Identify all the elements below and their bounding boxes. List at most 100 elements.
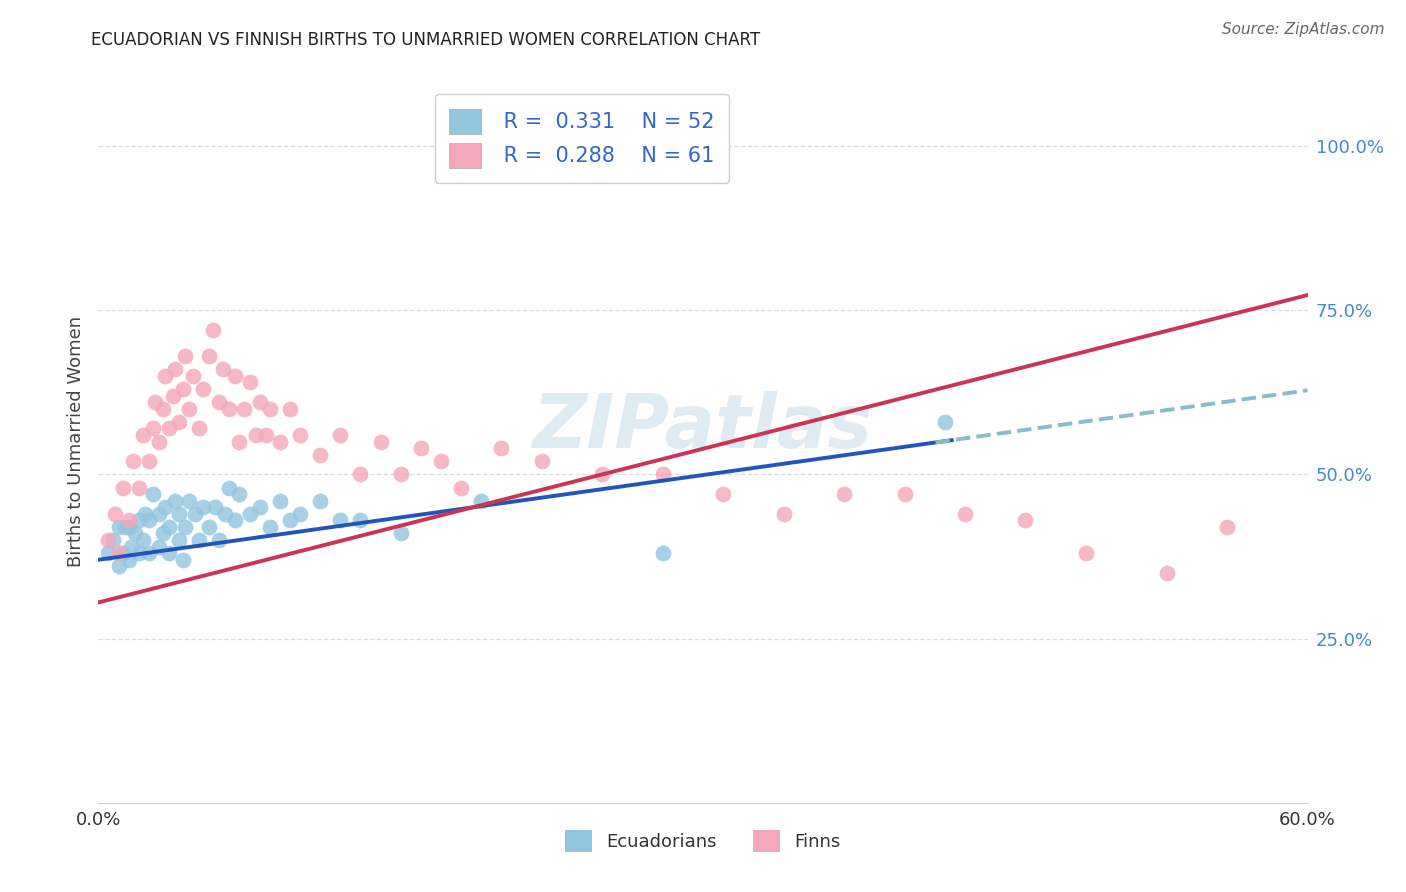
Point bbox=[184, 507, 207, 521]
Point bbox=[934, 415, 956, 429]
Point bbox=[111, 546, 134, 560]
Point bbox=[118, 513, 141, 527]
Point bbox=[254, 428, 277, 442]
Point bbox=[491, 441, 513, 455]
Point bbox=[329, 428, 352, 442]
Point bbox=[167, 533, 190, 547]
Point bbox=[120, 540, 142, 554]
Point bbox=[389, 526, 412, 541]
Legend: Ecuadorians, Finns: Ecuadorians, Finns bbox=[558, 822, 848, 859]
Point bbox=[349, 467, 371, 482]
Point bbox=[188, 421, 211, 435]
Point bbox=[1216, 520, 1239, 534]
Point bbox=[1156, 566, 1178, 580]
Point bbox=[114, 520, 136, 534]
Point bbox=[309, 493, 332, 508]
Point bbox=[138, 513, 160, 527]
Point bbox=[148, 540, 170, 554]
Point bbox=[224, 368, 246, 383]
Point bbox=[832, 487, 855, 501]
Point bbox=[450, 481, 472, 495]
Point bbox=[179, 493, 201, 508]
Point bbox=[101, 533, 124, 547]
Point bbox=[157, 546, 180, 560]
Point bbox=[1014, 513, 1036, 527]
Point bbox=[228, 487, 250, 501]
Point bbox=[198, 520, 221, 534]
Point bbox=[163, 362, 186, 376]
Point bbox=[111, 481, 134, 495]
Point bbox=[711, 487, 734, 501]
Point bbox=[167, 415, 190, 429]
Point bbox=[162, 388, 184, 402]
Point bbox=[232, 401, 254, 416]
Point bbox=[179, 401, 201, 416]
Point bbox=[132, 428, 155, 442]
Point bbox=[193, 500, 215, 515]
Point bbox=[152, 401, 174, 416]
Point bbox=[118, 520, 141, 534]
Point bbox=[107, 520, 129, 534]
Point bbox=[259, 401, 281, 416]
Point bbox=[174, 520, 197, 534]
Point bbox=[103, 507, 125, 521]
Point bbox=[128, 546, 150, 560]
Point bbox=[148, 434, 170, 449]
Point bbox=[181, 368, 204, 383]
Point bbox=[97, 546, 120, 560]
Point bbox=[128, 513, 150, 527]
Point bbox=[202, 323, 225, 337]
Point bbox=[142, 487, 165, 501]
Point bbox=[188, 533, 211, 547]
Point bbox=[224, 513, 246, 527]
Point bbox=[218, 401, 240, 416]
Point bbox=[245, 428, 267, 442]
Point bbox=[228, 434, 250, 449]
Point bbox=[138, 454, 160, 468]
Point bbox=[193, 382, 215, 396]
Point bbox=[163, 493, 186, 508]
Point bbox=[198, 349, 221, 363]
Point bbox=[239, 507, 262, 521]
Point bbox=[107, 559, 129, 574]
Point bbox=[239, 376, 262, 390]
Point bbox=[893, 487, 915, 501]
Point bbox=[121, 454, 143, 468]
Point bbox=[430, 454, 453, 468]
Point bbox=[148, 507, 170, 521]
Point bbox=[278, 513, 301, 527]
Point bbox=[174, 349, 197, 363]
Point bbox=[138, 546, 160, 560]
Point bbox=[118, 553, 141, 567]
Point bbox=[97, 533, 120, 547]
Point bbox=[214, 507, 236, 521]
Point bbox=[208, 533, 231, 547]
Point bbox=[218, 481, 240, 495]
Point bbox=[269, 434, 291, 449]
Point bbox=[143, 395, 166, 409]
Point bbox=[124, 526, 146, 541]
Point bbox=[591, 467, 613, 482]
Y-axis label: Births to Unmarried Women: Births to Unmarried Women bbox=[66, 316, 84, 567]
Point bbox=[167, 507, 190, 521]
Point bbox=[278, 401, 301, 416]
Point bbox=[153, 368, 176, 383]
Point bbox=[249, 500, 271, 515]
Point bbox=[530, 454, 553, 468]
Text: Source: ZipAtlas.com: Source: ZipAtlas.com bbox=[1222, 22, 1385, 37]
Point bbox=[208, 395, 231, 409]
Point bbox=[172, 553, 194, 567]
Point bbox=[772, 507, 794, 521]
Point bbox=[288, 507, 311, 521]
Point bbox=[212, 362, 235, 376]
Point bbox=[651, 467, 673, 482]
Point bbox=[153, 500, 176, 515]
Point bbox=[409, 441, 432, 455]
Text: ZIPatlas: ZIPatlas bbox=[533, 391, 873, 464]
Point bbox=[132, 533, 155, 547]
Point bbox=[249, 395, 271, 409]
Point bbox=[128, 481, 150, 495]
Point bbox=[172, 382, 194, 396]
Point bbox=[1074, 546, 1097, 560]
Point bbox=[288, 428, 311, 442]
